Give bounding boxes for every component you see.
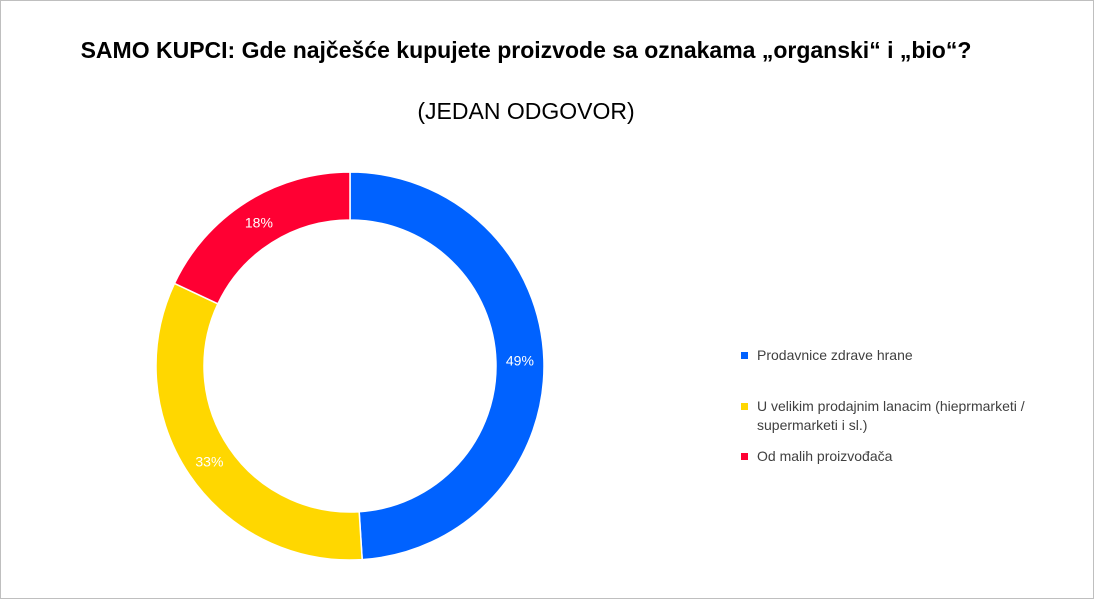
legend-label: U velikim prodajnim lanacim (hieprmarket…	[757, 398, 1025, 433]
chart-subtitle: (JEDAN ODGOVOR)	[417, 98, 635, 124]
legend-label: Prodavnice zdrave hrane	[757, 347, 913, 363]
legend-item-health-stores: Prodavnice zdrave hrane	[741, 346, 1081, 365]
slice-health-stores	[349, 171, 545, 561]
chart-title: SAMO KUPCI: Gde najčešće kupujete proizv…	[80, 37, 972, 63]
data-label: 18%	[245, 214, 273, 230]
legend-item-retail-chains: U velikim prodajnim lanacim (hieprmarket…	[741, 397, 1081, 435]
slice-retail-chains	[155, 282, 363, 561]
data-label: 49%	[506, 353, 534, 369]
data-label: 33%	[195, 454, 223, 470]
legend-marker-blue-icon	[741, 352, 748, 359]
legend-item-small-producers: Od malih proizvođača	[741, 447, 1081, 466]
legend-label: Od malih proizvođača	[757, 448, 893, 464]
legend-marker-yellow-icon	[741, 403, 748, 410]
slice-small-producers	[173, 171, 351, 305]
legend-marker-red-icon	[741, 453, 748, 460]
